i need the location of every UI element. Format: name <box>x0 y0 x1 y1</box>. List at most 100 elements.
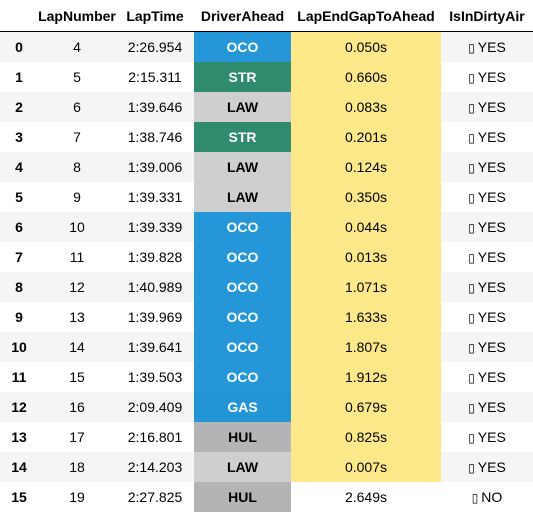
lap-number-cell: 17 <box>69 429 85 445</box>
check-box-icon: ▯ <box>468 221 475 235</box>
driver-ahead-cell: STR <box>194 62 291 92</box>
lap-time-cell: 2:27.825 <box>127 489 183 505</box>
check-box-icon: ▯ <box>468 461 475 475</box>
dirty-air-label: YES <box>477 459 506 475</box>
dirty-air-label: YES <box>477 129 506 145</box>
row-index: 10 <box>11 339 27 355</box>
cross-box-icon: ▯ <box>471 491 479 505</box>
check-box-icon: ▯ <box>468 431 475 445</box>
dirty-air-cell: ▯ YES <box>441 122 533 152</box>
dirty-air-label: YES <box>477 429 506 445</box>
dirty-air-cell: ▯ YES <box>441 362 533 392</box>
driver-ahead-cell: OCO <box>194 31 291 62</box>
lap-number-cell: 16 <box>69 399 85 415</box>
lap-number-cell: 8 <box>73 159 81 175</box>
check-box-icon: ▯ <box>468 251 475 265</box>
gap-cell: 1.912s <box>291 362 441 392</box>
row-index: 1 <box>15 69 23 85</box>
table-row: 2 6 1:39.646 LAW 0.083s ▯ YES <box>0 92 533 122</box>
lap-number-cell: 11 <box>69 249 85 265</box>
gap-cell: 0.679s <box>291 392 441 422</box>
table-row: 3 7 1:38.746 STR 0.201s ▯ YES <box>0 122 533 152</box>
dirty-air-cell: ▯ YES <box>441 392 533 422</box>
check-box-icon: ▯ <box>468 191 475 205</box>
driver-ahead-cell: OCO <box>194 242 291 272</box>
gap-cell: 0.083s <box>291 92 441 122</box>
check-box-icon: ▯ <box>468 41 475 55</box>
table-row: 6 10 1:39.339 OCO 0.044s ▯ YES <box>0 212 533 242</box>
header-dirty-air: IsInDirtyAir <box>441 0 533 32</box>
gap-cell: 1.071s <box>291 272 441 302</box>
row-index: 8 <box>15 279 23 295</box>
dirty-air-cell: ▯ YES <box>441 92 533 122</box>
lap-time-cell: 1:39.339 <box>127 219 183 235</box>
gap-cell: 0.201s <box>291 122 441 152</box>
dirty-air-label: YES <box>477 369 506 385</box>
header-gap-to-ahead: LapEndGapToAhead <box>291 0 441 32</box>
lap-number-cell: 13 <box>69 309 85 325</box>
table-row: 5 9 1:39.331 LAW 0.350s ▯ YES <box>0 182 533 212</box>
table-row: 8 12 1:40.989 OCO 1.071s ▯ YES <box>0 272 533 302</box>
gap-cell: 1.633s <box>291 302 441 332</box>
driver-ahead-cell: STR <box>194 122 291 152</box>
gap-cell: 0.044s <box>291 212 441 242</box>
lap-number-cell: 18 <box>69 459 85 475</box>
lap-time-cell: 1:39.503 <box>127 369 183 385</box>
check-box-icon: ▯ <box>468 101 475 115</box>
lap-time-cell: 2:16.801 <box>127 429 183 445</box>
lap-time-cell: 1:39.641 <box>127 339 183 355</box>
dirty-air-label: YES <box>477 279 506 295</box>
row-index: 4 <box>15 159 23 175</box>
table-row: 1 5 2:15.311 STR 0.660s ▯ YES <box>0 62 533 92</box>
row-index: 0 <box>15 39 23 55</box>
lap-number-cell: 6 <box>73 99 81 115</box>
gap-cell: 0.825s <box>291 422 441 452</box>
lap-time-cell: 2:09.409 <box>127 399 183 415</box>
dirty-air-cell: ▯ YES <box>441 272 533 302</box>
check-box-icon: ▯ <box>468 311 475 325</box>
table-row: 11 15 1:39.503 OCO 1.912s ▯ YES <box>0 362 533 392</box>
dirty-air-label: YES <box>477 339 506 355</box>
check-box-icon: ▯ <box>468 371 475 385</box>
header-lap-time: LapTime <box>116 0 194 32</box>
gap-cell: 0.350s <box>291 182 441 212</box>
check-box-icon: ▯ <box>468 341 475 355</box>
driver-ahead-cell: OCO <box>194 212 291 242</box>
table-row: 0 4 2:26.954 OCO 0.050s ▯ YES <box>0 31 533 63</box>
dirty-air-cell: ▯ YES <box>441 242 533 272</box>
driver-ahead-cell: GAS <box>194 392 291 422</box>
gap-cell: 0.013s <box>291 242 441 272</box>
row-index: 12 <box>11 399 27 415</box>
lap-time-cell: 1:40.989 <box>127 279 183 295</box>
dirty-air-label: YES <box>477 219 506 235</box>
lap-number-cell: 7 <box>73 129 81 145</box>
lap-time-cell: 1:39.646 <box>127 99 183 115</box>
driver-ahead-cell: OCO <box>194 272 291 302</box>
driver-ahead-cell: LAW <box>194 452 291 482</box>
lap-number-cell: 14 <box>69 339 85 355</box>
header-driver-ahead: DriverAhead <box>194 0 291 32</box>
driver-ahead-cell: OCO <box>194 362 291 392</box>
dirty-air-label: YES <box>477 159 506 175</box>
row-index: 7 <box>15 249 23 265</box>
dirty-air-cell: ▯ YES <box>441 152 533 182</box>
row-index: 5 <box>15 189 23 205</box>
lap-number-cell: 9 <box>73 189 81 205</box>
row-index: 15 <box>11 489 27 505</box>
dirty-air-cell: ▯ YES <box>441 332 533 362</box>
lap-time-cell: 2:26.954 <box>127 39 183 55</box>
header-index <box>0 0 38 32</box>
row-index: 2 <box>15 99 23 115</box>
table-row: 13 17 2:16.801 HUL 0.825s ▯ YES <box>0 422 533 452</box>
lap-number-cell: 19 <box>69 489 85 505</box>
lap-number-cell: 10 <box>69 219 85 235</box>
dirty-air-cell: ▯ YES <box>441 182 533 212</box>
driver-ahead-cell: OCO <box>194 302 291 332</box>
dirty-air-cell: ▯ YES <box>441 32 533 63</box>
lap-time-cell: 1:39.828 <box>127 249 183 265</box>
gap-cell: 0.124s <box>291 152 441 182</box>
lap-time-cell: 1:38.746 <box>127 129 183 145</box>
dirty-air-cell: ▯ NO <box>441 482 533 512</box>
driver-ahead-cell: HUL <box>194 482 291 512</box>
